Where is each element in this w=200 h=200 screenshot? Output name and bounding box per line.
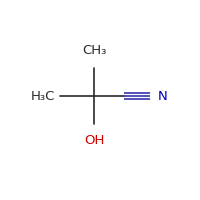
Text: H₃C: H₃C xyxy=(31,90,55,102)
Text: CH₃: CH₃ xyxy=(82,45,106,58)
Text: N: N xyxy=(158,90,168,102)
Text: OH: OH xyxy=(84,134,104,148)
